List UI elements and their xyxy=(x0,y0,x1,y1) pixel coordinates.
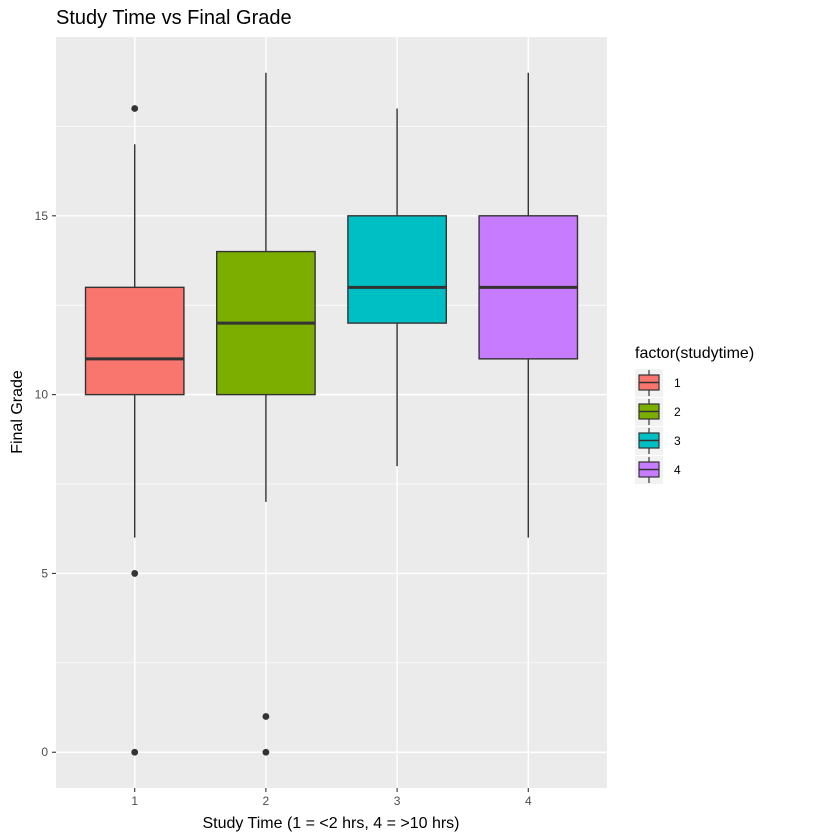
legend-item: 4 xyxy=(635,456,681,484)
y-tick-label: 15 xyxy=(35,209,49,223)
plot-panel xyxy=(56,37,607,788)
outlier-point xyxy=(131,748,139,756)
outlier-point xyxy=(131,570,139,577)
x-tick-label: 1 xyxy=(131,794,138,808)
y-axis-label: Final Grade xyxy=(9,370,26,454)
y-axis: 0 5 10 15 xyxy=(35,209,56,759)
legend-label: 1 xyxy=(674,376,681,390)
chart-title: Study Time vs Final Grade xyxy=(56,7,292,29)
box-iqr xyxy=(84,286,185,396)
y-tick-label: 10 xyxy=(35,388,49,402)
boxes-layer xyxy=(84,72,579,756)
outlier-point xyxy=(131,105,139,112)
legend-label: 3 xyxy=(674,434,681,448)
y-tick-label: 0 xyxy=(41,745,48,759)
legend: factor(studytime) 1 2 3 4 xyxy=(635,345,754,484)
x-tick-label: 3 xyxy=(394,794,401,808)
legend-item: 3 xyxy=(635,427,681,455)
legend-title: factor(studytime) xyxy=(635,345,754,362)
y-tick-label: 5 xyxy=(41,566,48,580)
legend-item: 1 xyxy=(635,369,681,397)
outlier-point xyxy=(262,748,270,756)
box-group xyxy=(216,72,316,756)
legend-label: 2 xyxy=(674,405,681,419)
x-tick-label: 2 xyxy=(263,794,270,808)
x-tick-label: 4 xyxy=(525,794,532,808)
legend-label: 4 xyxy=(674,463,681,477)
legend-item: 2 xyxy=(635,398,681,426)
box-group xyxy=(478,72,579,538)
outlier-point xyxy=(262,713,270,720)
x-axis-label: Study Time (1 = <2 hrs, 4 = >10 hrs) xyxy=(202,815,459,832)
box-group xyxy=(84,105,185,756)
x-axis: 1 2 3 4 xyxy=(131,788,532,808)
box-group xyxy=(347,108,447,467)
box-iqr xyxy=(347,215,447,324)
